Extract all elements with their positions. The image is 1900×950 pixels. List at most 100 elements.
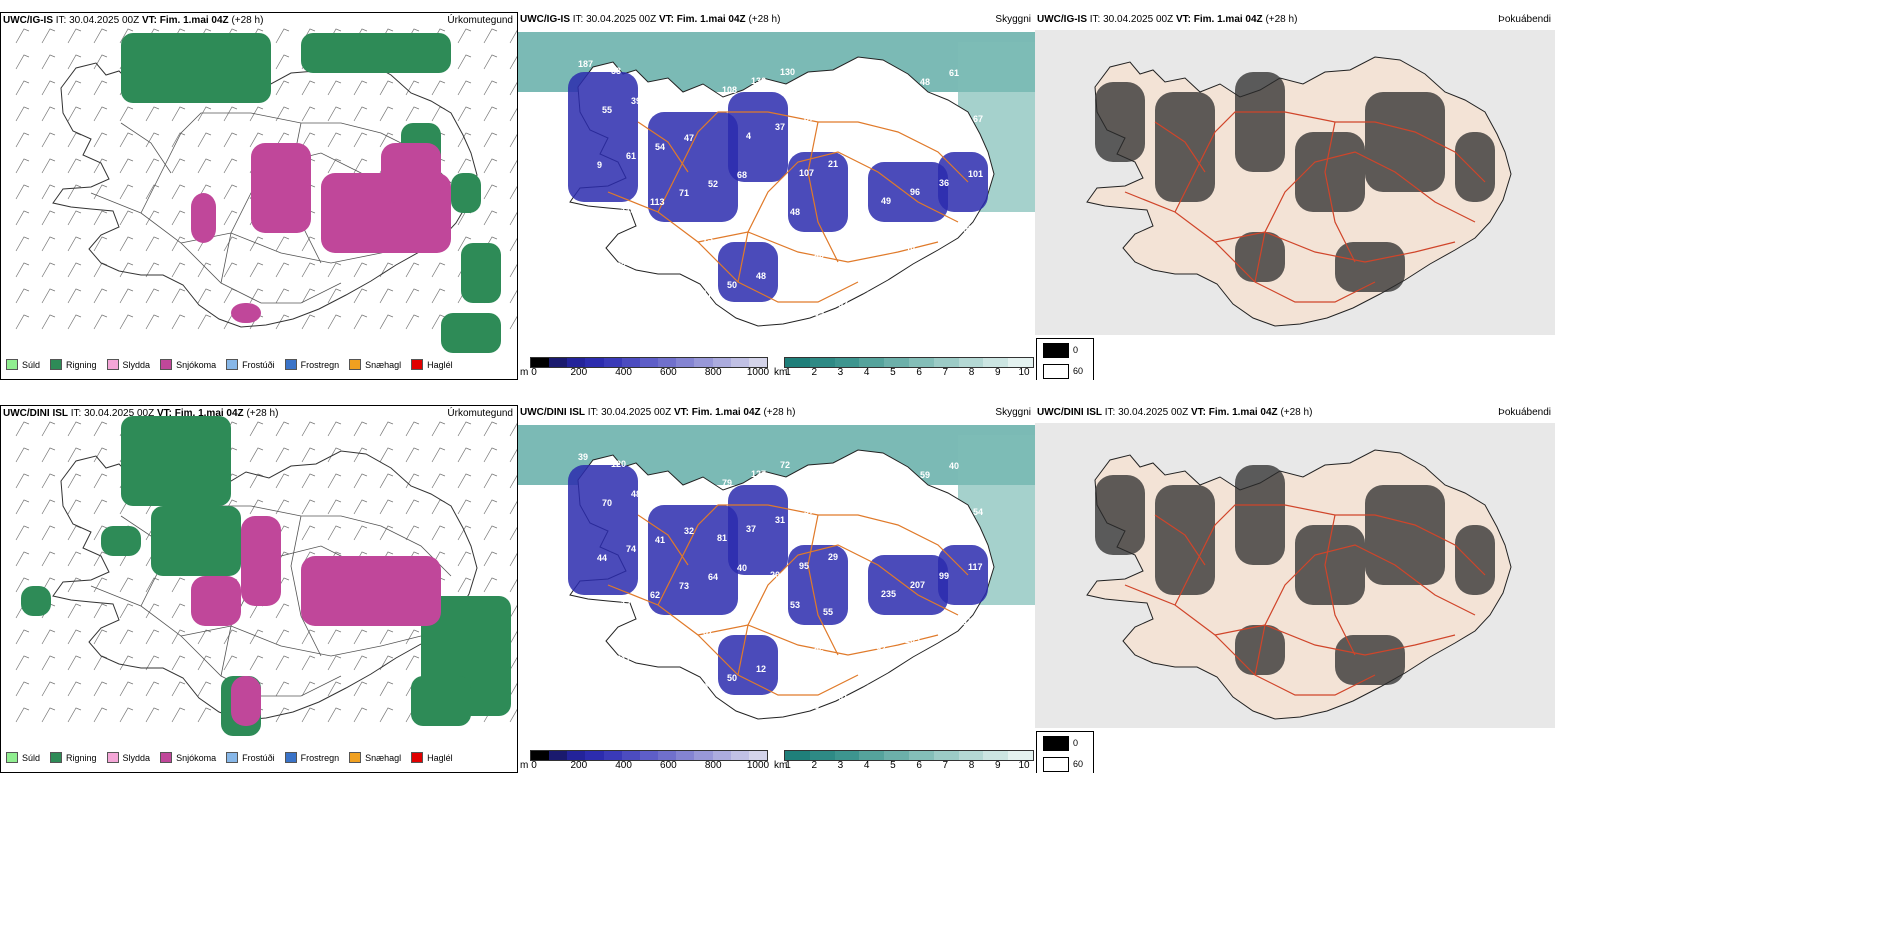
wind-barb bbox=[119, 262, 134, 278]
road-line bbox=[737, 151, 959, 283]
precip-legend-label: Slydda bbox=[122, 752, 151, 763]
wind-barb bbox=[145, 210, 160, 226]
wind-barb bbox=[41, 421, 56, 437]
wind-barb bbox=[171, 132, 186, 148]
low-cloud-base-area bbox=[868, 162, 948, 222]
wind-barb bbox=[15, 184, 30, 200]
road-line bbox=[637, 514, 689, 566]
cloud-base-value-label: 56 bbox=[896, 281, 906, 291]
visibility-scale-swatch bbox=[933, 358, 959, 367]
snow-area bbox=[241, 516, 281, 606]
cloud-base-value-label: 37 bbox=[746, 524, 756, 534]
wind-barb bbox=[41, 54, 56, 70]
visibility-scale-swatch bbox=[834, 358, 860, 367]
wind-barb bbox=[223, 210, 238, 226]
wind-barb bbox=[353, 655, 368, 671]
wind-barb bbox=[301, 499, 316, 515]
wind-barb bbox=[41, 473, 56, 489]
wind-barb bbox=[15, 421, 30, 437]
precip-legend-item: Súld bbox=[6, 752, 40, 763]
visibility-cloud-base-map: 39 48 32 40 53 37 51 40 70 41 64 41 96 51 59 54 74 73 58 68… bbox=[518, 425, 1035, 720]
wind-barb bbox=[483, 210, 498, 226]
wind-barb bbox=[431, 106, 446, 122]
wind-barb bbox=[119, 314, 134, 330]
cloud-base-scale-swatch bbox=[676, 751, 695, 760]
cloud-base-value-label: 70 bbox=[944, 516, 954, 526]
cloud-base-value-label: 32 bbox=[684, 526, 694, 536]
wind-barb bbox=[41, 577, 56, 593]
cloud-base-value-label: 102 bbox=[592, 608, 607, 618]
fog-index-map bbox=[1035, 30, 1555, 335]
wind-barb bbox=[379, 262, 394, 278]
panel-title: Úrkomutegund bbox=[447, 408, 513, 419]
wind-barb bbox=[41, 236, 56, 252]
wind-barb bbox=[301, 629, 316, 645]
wind-barb bbox=[93, 577, 108, 593]
wind-barb bbox=[145, 707, 160, 723]
low-cloud-base-area bbox=[568, 465, 638, 595]
wind-barb bbox=[93, 421, 108, 437]
wind-barb bbox=[275, 314, 290, 330]
cloud-base-value-label: 27 bbox=[587, 663, 597, 673]
cloud-base-value-label: 42 bbox=[693, 94, 703, 104]
wind-barb bbox=[509, 553, 517, 567]
wind-barb bbox=[145, 288, 160, 304]
wind-barb bbox=[223, 288, 238, 304]
wind-barb bbox=[197, 262, 212, 278]
wind-barb bbox=[93, 288, 108, 304]
cloud-base-color-scale: m 0 200 400 600 800 1000 bbox=[518, 357, 769, 379]
wind-barb bbox=[249, 106, 264, 122]
road-line bbox=[807, 121, 839, 263]
cloud-base-value-label: 40 bbox=[949, 461, 959, 471]
wind-barb bbox=[301, 236, 316, 252]
wind-barb bbox=[93, 184, 108, 200]
cloud-base-value-label: 127 bbox=[674, 243, 689, 253]
wind-barb bbox=[327, 158, 342, 174]
wind-barb bbox=[275, 629, 290, 645]
wind-barb bbox=[67, 551, 82, 567]
cloud-base-value-label: 61 bbox=[626, 151, 636, 161]
wind-barb bbox=[275, 80, 290, 96]
rain-area bbox=[411, 676, 471, 726]
wind-barb bbox=[41, 28, 56, 44]
rain-area bbox=[101, 526, 141, 556]
wind-barb bbox=[15, 499, 30, 515]
cloud-base-value-label: 48 bbox=[631, 489, 641, 499]
low-cloud-base-area bbox=[648, 112, 738, 222]
wind-barb bbox=[41, 655, 56, 671]
cloud-base-value-label: 107 bbox=[799, 168, 814, 178]
cloud-base-scale-swatch bbox=[531, 751, 550, 760]
precip-legend-swatch bbox=[226, 752, 239, 763]
cloud-base-value-label: 68 bbox=[587, 270, 597, 280]
wind-barb bbox=[431, 525, 446, 541]
fog-index-panel-bottom: UWC/DINI ISL IT: 30.04.2025 00Z VT: Fim.… bbox=[1035, 405, 1555, 773]
fog-index-area bbox=[1335, 242, 1405, 292]
wind-barb bbox=[41, 158, 56, 174]
cloud-base-scale-swatch bbox=[694, 751, 713, 760]
precip-legend-label: Frostregn bbox=[300, 359, 340, 370]
precip-type-legend: Súld Rigning Slydda Snjókoma Frostúði Frostre… bbox=[6, 359, 453, 370]
cloud-base-scale-bar bbox=[530, 357, 768, 368]
cloud-base-value-label: 64 bbox=[708, 572, 718, 582]
cloud-base-value-label: 39 bbox=[578, 452, 588, 462]
wind-barb bbox=[275, 54, 290, 70]
fog-index-legend: 0 60 bbox=[1036, 338, 1094, 380]
cloud-base-value-label: 57 bbox=[640, 700, 650, 710]
wind-barb bbox=[41, 551, 56, 567]
wind-barb bbox=[249, 288, 264, 304]
wind-barb bbox=[379, 499, 394, 515]
wind-barb bbox=[15, 28, 30, 44]
cloud-base-value-label: 117 bbox=[698, 289, 713, 299]
wind-barb bbox=[41, 681, 56, 697]
panel-header: UWC/DINI ISL IT: 30.04.2025 00Z VT: Fim.… bbox=[1037, 407, 1313, 418]
visibility-scale-tick-label: 7 bbox=[942, 367, 949, 378]
cloud-base-value-label: 57 bbox=[703, 627, 713, 637]
wind-barb bbox=[379, 80, 394, 96]
wind-barb bbox=[275, 262, 290, 278]
wind-barb bbox=[379, 132, 394, 148]
wind-barb bbox=[145, 577, 160, 593]
wind-barb bbox=[197, 158, 212, 174]
wind-barb bbox=[223, 236, 238, 252]
wind-barb bbox=[119, 681, 134, 697]
wind-barb bbox=[457, 551, 472, 567]
